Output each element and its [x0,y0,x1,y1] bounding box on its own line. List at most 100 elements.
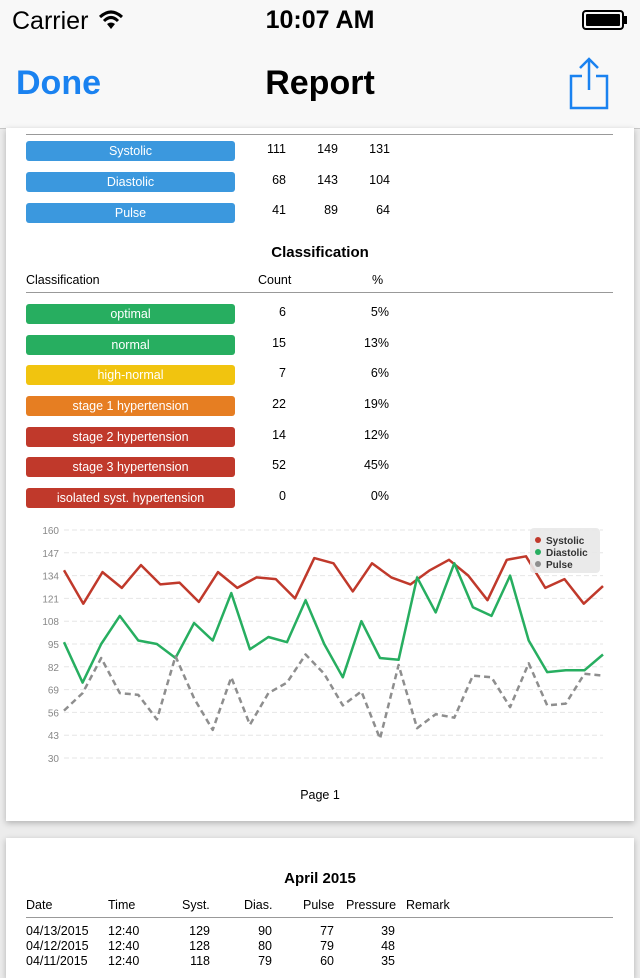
divider [26,292,613,293]
cell-time: 12:40 [108,939,140,953]
legend-label: Diastolic [546,548,588,559]
report-page-2: April 2015 Date Time Syst. Dias. Pulse P… [6,838,634,978]
diastolic-avg: 104 [369,173,390,187]
cell-pressure: 39 [381,924,395,938]
column-header-diastolic: Dias. [244,898,273,912]
chart-legend [530,528,600,573]
page-number: Page 1 [300,788,340,802]
cell-time: 12:40 [108,924,140,938]
classification-count: 52 [272,458,286,472]
systolic-avg: 131 [369,142,390,156]
series-line-diastolic [62,562,604,684]
clock: 10:07 AM [265,6,375,34]
y-tick-label: 56 [48,708,60,719]
cell-time: 12:40 [108,954,140,968]
cell-date: 04/11/2015 [26,954,88,968]
cell-pulse: 77 [320,924,334,938]
classification-count: 6 [279,305,286,319]
cell-diastolic: 90 [258,924,272,938]
done-button[interactable]: Done [16,64,101,102]
cell-date: 04/13/2015 [26,924,89,938]
classification-count: 0 [279,489,286,503]
classification-badge: isolated syst. hypertension [26,488,235,508]
legend-marker [535,561,541,567]
column-header-systolic: Syst. [182,898,210,912]
month-title: April 2015 [284,870,356,887]
diastolic-badge: Diastolic [26,172,235,192]
classification-percent: 0% [370,489,389,503]
classification-badge: stage 2 hypertension [26,427,235,447]
classification-percent: 19% [363,397,389,411]
blood-pressure-chart: 160 147 134 121 108 95 82 69 56 43 30 Systolic Diast… [6,518,634,778]
cell-pulse: 60 [320,954,334,968]
classification-percent: 12% [363,428,389,442]
classification-percent: 45% [363,458,389,472]
share-icon[interactable] [568,56,610,110]
classification-badge: normal [26,335,235,355]
y-tick-label: 134 [42,572,59,583]
cell-systolic: 118 [190,954,210,968]
y-tick-label: 69 [48,686,60,697]
classification-badge: optimal [26,304,235,324]
cell-systolic: 128 [189,939,210,953]
cell-pulse: 79 [320,939,334,953]
carrier-label: Carrier [12,7,89,35]
y-tick-label: 82 [48,663,60,674]
diastolic-min: 68 [272,173,286,187]
y-tick-label: 147 [42,549,59,560]
cell-pressure: 48 [381,939,395,953]
legend-marker [535,537,541,543]
classification-title: Classification [271,244,369,261]
series-line-pulse [63,653,604,740]
classification-count: 7 [279,366,286,380]
series-line-systolic [62,555,604,605]
column-header-percent: % [372,273,384,287]
classification-badge: stage 1 hypertension [26,396,235,416]
y-tick-label: 95 [48,640,60,651]
classification-percent: 5% [370,305,389,319]
systolic-badge: Systolic [26,141,235,161]
legend-label: Systolic [546,536,585,547]
diastolic-max: 143 [317,173,338,187]
cell-pressure: 35 [381,954,395,968]
classification-percent: 13% [363,336,389,350]
y-tick-label: 108 [42,617,59,628]
pulse-min: 41 [272,203,286,217]
report-page-1: Systolic 111 149 131 Diastolic 68 143 10… [6,128,634,821]
column-header-classification: Classification [26,273,100,287]
battery-icon [582,10,627,30]
classification-badge: high-normal [26,365,235,385]
column-header-pulse: Pulse [303,898,335,912]
column-header-remark: Remark [406,898,450,912]
column-header-time: Time [108,898,136,912]
divider [26,134,613,135]
pulse-badge: Pulse [26,203,235,223]
column-header-count: Count [258,273,292,287]
classification-count: 22 [272,397,286,411]
classification-badge: stage 3 hypertension [26,457,235,477]
legend-marker [535,549,541,555]
column-header-pressure: Pressure [346,898,397,912]
pulse-max: 89 [324,203,338,217]
cell-diastolic: 79 [258,954,272,968]
cell-systolic: 129 [189,924,210,938]
legend-label: Pulse [546,560,573,571]
cell-diastolic: 80 [258,939,272,953]
y-tick-label: 30 [48,754,60,765]
wifi-icon [98,10,124,29]
pulse-avg: 64 [376,203,390,217]
navigation-bar: Done Report [0,40,640,129]
y-tick-label: 121 [42,594,59,605]
y-tick-label: 43 [48,731,60,742]
systolic-max: 149 [317,142,338,156]
status-bar: Carrier 10:07 AM [0,0,640,40]
page-title: Report [265,64,375,102]
y-tick-label: 160 [42,526,59,537]
column-header-date: Date [26,898,53,912]
classification-percent: 6% [370,366,389,380]
classification-count: 15 [272,336,286,350]
divider [26,917,613,918]
line-chart: 160 147 134 121 108 95 82 69 56 43 30 SystolicDiast… [42,526,604,765]
classification-count: 14 [272,428,286,442]
systolic-min: 111 [266,142,286,156]
